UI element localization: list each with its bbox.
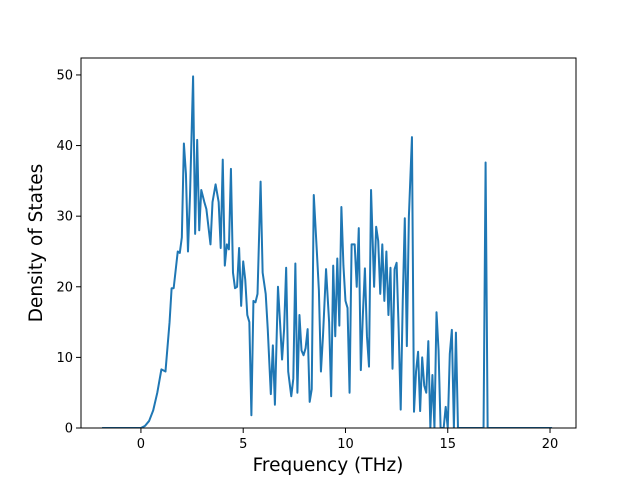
data-line (102, 75, 553, 428)
x-tick-label: 0 (137, 437, 145, 452)
x-axis-label: Frequency (THz) (253, 455, 404, 476)
y-axis-label: Density of States (26, 164, 47, 323)
x-tick-label: 20 (542, 437, 559, 452)
x-tick-label: 5 (239, 437, 247, 452)
x-tick-label: 15 (439, 437, 456, 452)
y-tick-label: 0 (65, 422, 73, 437)
y-tick-label: 10 (56, 351, 73, 366)
y-tick-label: 20 (56, 280, 73, 295)
y-tick-label: 30 (56, 210, 73, 225)
plot-frame (80, 57, 577, 429)
x-tick-label: 10 (337, 437, 354, 452)
y-tick-label: 40 (56, 139, 73, 154)
y-tick-label: 50 (56, 68, 73, 83)
